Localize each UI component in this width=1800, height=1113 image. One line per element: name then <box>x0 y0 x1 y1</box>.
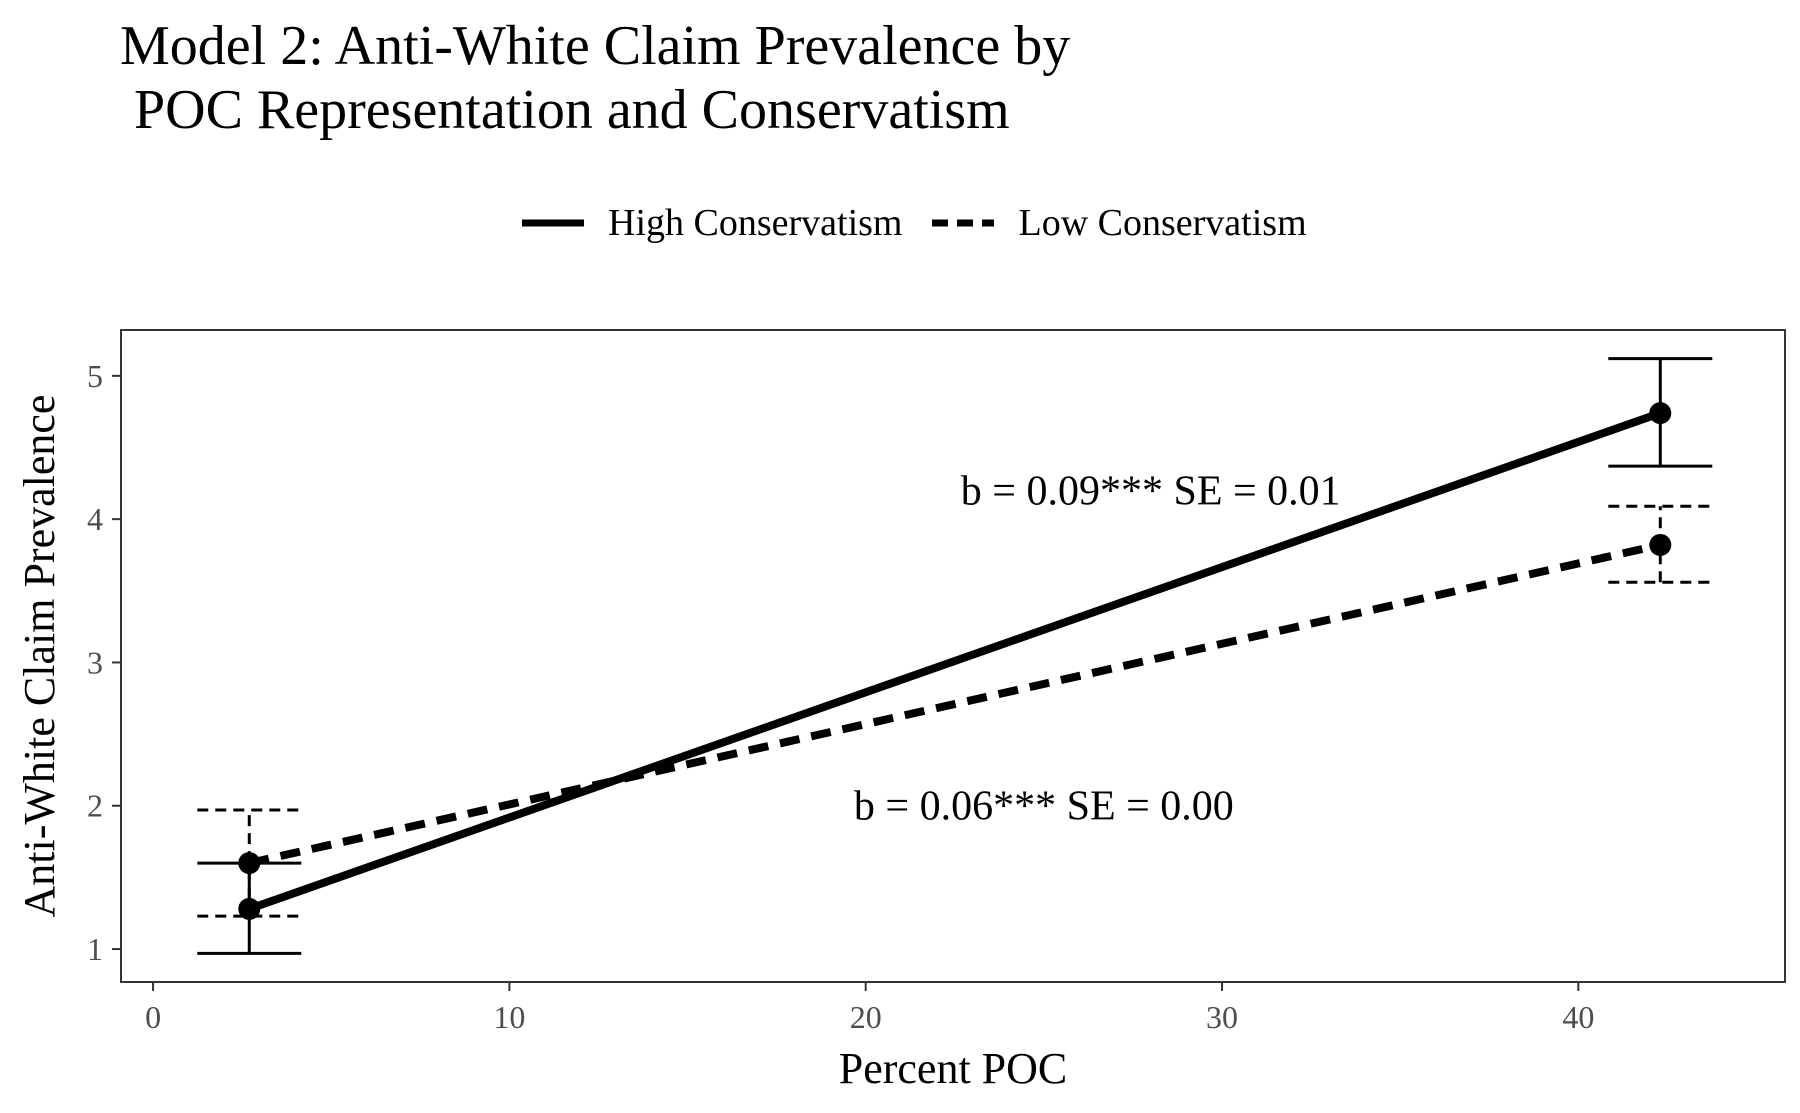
y-tick-label: 2 <box>87 788 103 824</box>
series-line-high-conservatism <box>247 409 1662 913</box>
legend-key-solid <box>522 219 584 227</box>
data-point-low-conservatism <box>238 852 261 875</box>
y-axis-title: Anti-White Claim Prevalence <box>15 395 64 918</box>
series-line-low-conservatism <box>248 541 1662 867</box>
legend-label-low: Low Conservatism <box>1018 202 1307 244</box>
x-tick-label: 0 <box>145 999 161 1035</box>
legend-item-low: Low Conservatism <box>930 201 1307 245</box>
legend: High Conservatism Low Conservatism <box>520 198 1335 248</box>
chart-title: Model 2: Anti-White Claim Prevalence by … <box>120 15 1071 141</box>
x-axis-title: Percent POC <box>839 1044 1068 1093</box>
panel-border <box>120 329 1786 983</box>
legend-label-high: High Conservatism <box>608 202 903 244</box>
x-tick-label: 20 <box>850 999 882 1035</box>
legend-item-high: High Conservatism <box>520 201 902 245</box>
annotation-label: b = 0.06*** SE = 0.00 <box>854 784 1234 830</box>
x-tick-label: 10 <box>493 999 525 1035</box>
data-point-low-conservatism <box>1649 533 1672 556</box>
x-tick-label: 40 <box>1562 999 1594 1035</box>
legend-key-dashed <box>932 219 995 227</box>
x-tick-label: 30 <box>1206 999 1238 1035</box>
y-tick-label: 1 <box>87 931 103 967</box>
y-tick-label: 4 <box>87 501 103 537</box>
data-point-high-conservatism <box>1649 402 1672 425</box>
y-tick-label: 5 <box>87 358 103 394</box>
y-tick-label: 3 <box>87 644 103 680</box>
annotation-label: b = 0.09*** SE = 0.01 <box>961 468 1341 514</box>
data-point-high-conservatism <box>238 897 261 920</box>
